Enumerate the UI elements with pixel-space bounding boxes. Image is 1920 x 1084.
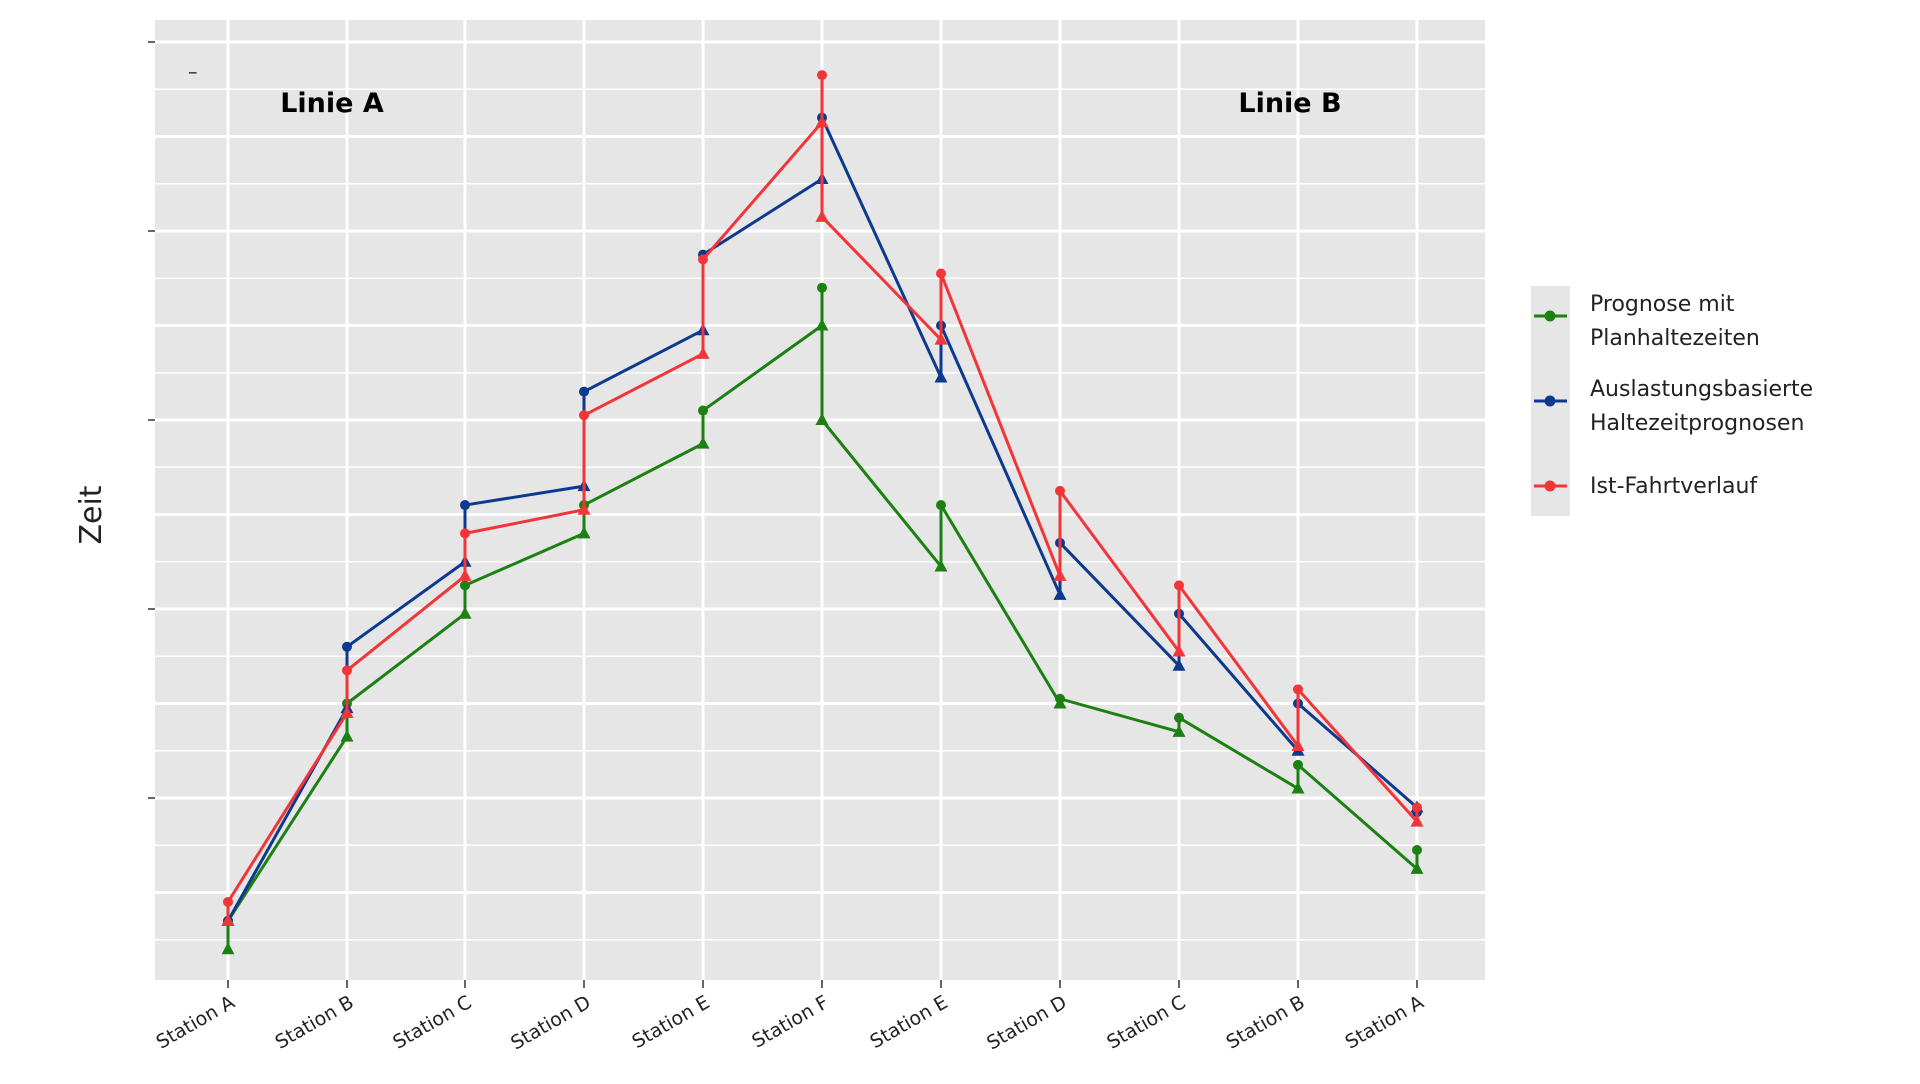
- point-arrival: [458, 606, 472, 619]
- y-tick-dash: –: [188, 61, 198, 83]
- point-departure: [1293, 684, 1303, 695]
- point-departure: [579, 410, 589, 421]
- x-tick-label: Station F: [748, 991, 832, 1052]
- legend-label: Auslastungsbasierte Haltezeitprognosen: [1590, 377, 1813, 436]
- x-tick-label: Station B: [271, 991, 357, 1053]
- point-departure: [698, 405, 708, 416]
- point-departure: [1174, 580, 1184, 591]
- point-arrival: [577, 502, 591, 515]
- point-arrival: [696, 436, 710, 449]
- point-departure: [1412, 802, 1422, 813]
- plot-panel: [155, 20, 1485, 980]
- legend-label: Prognose mit Planhaltezeiten: [1590, 292, 1760, 351]
- x-tick-label: Station D: [507, 991, 594, 1054]
- panel-label-linie-a: Linie A: [280, 88, 384, 119]
- point-departure: [579, 386, 589, 397]
- point-departure: [342, 641, 352, 652]
- legend-marker: [1544, 480, 1556, 492]
- point-arrival: [1410, 861, 1424, 874]
- point-arrival: [696, 346, 710, 359]
- point-arrival: [340, 705, 354, 718]
- point-arrival: [221, 942, 235, 955]
- point-departure: [936, 268, 946, 279]
- legend-marker: [1544, 310, 1556, 322]
- panel-label-linie-b: Linie B: [1238, 88, 1341, 119]
- legend-entry: Auslastungsbasierte Haltezeitprognosen: [1534, 377, 1813, 436]
- point-departure: [936, 500, 946, 511]
- point-departure: [1174, 712, 1184, 723]
- legend-marker: [1544, 395, 1556, 407]
- point-departure: [817, 282, 827, 293]
- point-departure: [1412, 844, 1422, 855]
- point-departure: [1293, 759, 1303, 770]
- point-arrival: [1053, 587, 1067, 600]
- point-arrival: [815, 115, 829, 128]
- x-tick-label: Station D: [983, 991, 1070, 1054]
- x-tick-label: Station A: [1342, 991, 1428, 1053]
- point-arrival: [815, 413, 829, 425]
- x-tick-label: Station E: [866, 991, 951, 1053]
- point-departure: [223, 896, 233, 907]
- x-tick-label: Station A: [153, 991, 239, 1053]
- legend-label: Ist-Fahrtverlauf: [1590, 474, 1758, 499]
- legend-entry: Prognose mit Planhaltezeiten: [1534, 292, 1760, 351]
- point-arrival: [1172, 724, 1186, 737]
- point-arrival: [577, 526, 591, 539]
- point-departure: [1055, 693, 1065, 704]
- point-arrival: [1172, 644, 1186, 657]
- point-arrival: [815, 318, 829, 331]
- point-departure: [817, 70, 827, 81]
- point-departure: [1055, 485, 1065, 496]
- legend-entry: Ist-Fahrtverlauf: [1534, 474, 1758, 499]
- x-tick-label: Station C: [1103, 991, 1189, 1053]
- point-departure: [460, 500, 470, 511]
- point-arrival: [340, 729, 354, 742]
- point-arrival: [934, 332, 948, 345]
- point-departure: [342, 665, 352, 676]
- point-arrival: [934, 370, 948, 383]
- point-arrival: [1053, 568, 1067, 581]
- point-arrival: [815, 209, 829, 222]
- legend: Prognose mit Planhaltezeiten Auslastungsba…: [1531, 286, 1813, 516]
- point-arrival: [934, 559, 948, 572]
- label-layer: Zeit Linie A Linie B –: [74, 61, 1342, 545]
- y-axis-label: Zeit: [74, 485, 109, 544]
- point-departure: [460, 580, 470, 591]
- point-arrival: [1291, 739, 1305, 752]
- point-departure: [698, 254, 708, 265]
- point-arrival: [221, 913, 235, 926]
- series-layer: [221, 70, 1424, 955]
- x-tick-label: Station B: [1222, 991, 1308, 1053]
- point-arrival: [1172, 658, 1186, 671]
- point-arrival: [1291, 781, 1305, 794]
- x-tick-label: Station C: [389, 991, 475, 1053]
- series: [221, 70, 1424, 926]
- x-tick-label: Station E: [628, 991, 713, 1053]
- point-arrival: [1410, 814, 1424, 827]
- point-departure: [460, 528, 470, 539]
- point-arrival: [458, 568, 472, 581]
